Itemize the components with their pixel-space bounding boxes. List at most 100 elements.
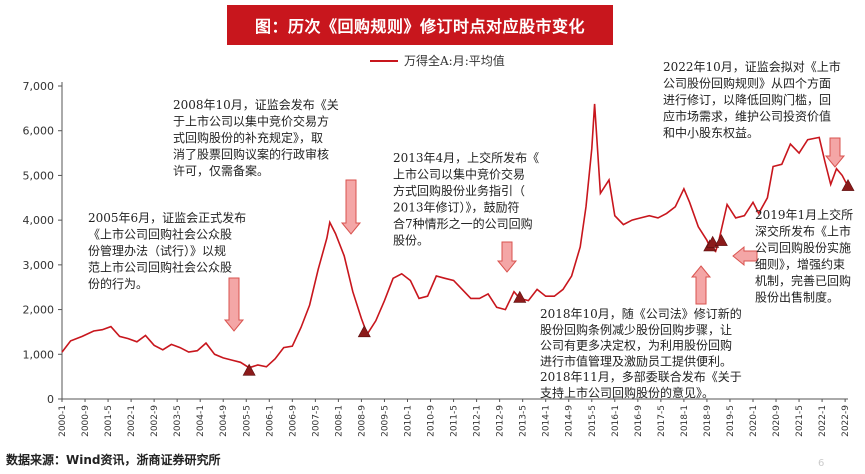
x-tick-label: 2014-1: [542, 405, 552, 437]
annotation-line: 上市公司以集中竞价交易: [393, 167, 525, 182]
x-tick-label: 2008-9: [357, 405, 367, 437]
annotation-a2022: 2022年10月，证监会拟对《上市公司股份回购规则》从四个方面进行修订，以降低回…: [663, 59, 841, 140]
arrow-2019: [732, 245, 758, 267]
arrow-2022: [824, 137, 846, 168]
y-tick-label: 3,000: [23, 259, 55, 272]
x-tick-label: 2016-9: [634, 405, 644, 437]
x-tick-label: 2015-5: [588, 405, 598, 437]
annotation-line: 2018年11月，多部委联合发布《关于: [540, 369, 742, 384]
annotation-line: 股份出售制度。: [755, 290, 839, 305]
annotations: 2008年10月，证监会发布《关于上市公司以集中竞价交易方式回购股份的补充规定》…: [88, 59, 853, 400]
x-tick-label: 2003-5: [173, 405, 183, 437]
annotation-line: 份管理办法（试行）》以规: [88, 243, 226, 258]
x-tick-label: 2019-5: [726, 405, 736, 437]
annotation-line: 《上市公司回购社会公众股: [88, 227, 232, 242]
y-tick-label: 6,000: [23, 125, 55, 138]
annotation-line: 股份。: [393, 234, 429, 248]
annotation-line: 公司股份回购规则》从四个方面: [663, 76, 831, 91]
x-tick-label: 2020-1: [749, 405, 759, 437]
y-tick-label: 7,000: [23, 80, 55, 93]
annotation-line: 2005年6月，证监会正式发布: [88, 210, 246, 225]
page-number: 6: [818, 458, 825, 469]
x-tick-label: 2002-9: [150, 405, 160, 437]
annotation-a2008: 2008年10月，证监会发布《关于上市公司以集中竞价交易方式回购股份的补充规定》…: [173, 97, 339, 178]
arrow-2018: [690, 265, 712, 305]
event-arrows: [223, 137, 846, 332]
x-tick-label: 2017-5: [657, 405, 667, 437]
annotation-line: 进行市值管理及激励员工提供便利。: [540, 353, 732, 368]
event-marker-2019-01: [714, 233, 728, 246]
x-tick-label: 2004-1: [196, 405, 206, 437]
x-tick-label: 2010-1: [403, 405, 413, 437]
annotation-a2018: 2018年10月，随《公司法》修订新的股份回购条例减少股份回购步骤，让公司有更多…: [540, 306, 742, 400]
event-marker-2013-04: [513, 290, 527, 303]
legend-line-swatch: [370, 59, 398, 62]
annotation-line: 式回购股份的补充规定》，取: [173, 130, 323, 145]
event-marker-2022-10: [841, 178, 855, 191]
y-axis: 0 1,000 2,000 3,000 4,000 5,000 6,000 7,000: [23, 80, 63, 406]
annotation-line: 2018年10月，随《公司法》修订新的: [540, 306, 742, 321]
annotation-a2005: 2005年6月，证监会正式发布《上市公司回购社会公众股份管理办法（试行）》以规范…: [88, 210, 246, 291]
annotation-line: 和中小股东权益。: [663, 125, 759, 140]
x-tick-label: 2018-9: [703, 405, 713, 437]
annotation-line: 合7种情形之一的公司回购: [393, 216, 533, 231]
x-tick-label: 2005-5: [242, 405, 252, 437]
y-tick-label: 2,000: [23, 304, 55, 317]
annotation-line: 范上市公司回购社会公众股: [88, 260, 232, 275]
event-marker-2005-06: [242, 363, 256, 376]
x-tick-label: 2018-1: [680, 405, 690, 437]
x-tick-label: 2022-9: [841, 405, 851, 437]
annotation-line: 方式回购股份业务指引（: [393, 183, 525, 198]
x-tick-label: 2010-9: [427, 405, 437, 437]
annotation-line: 2019年1月上交所: [755, 207, 853, 222]
arrow-2008: [340, 179, 362, 235]
annotation-a2019: 2019年1月上交所深交所发布《上市公司回购股份实施细则》，增强约束机制，完善已…: [755, 207, 853, 305]
y-tick-label: 1,000: [23, 348, 55, 361]
annotation-line: 许可，仅需备案。: [173, 163, 269, 178]
annotation-line: 股份回购条例减少股份回购步骤，让: [540, 322, 732, 337]
event-markers: [242, 178, 855, 376]
chart-title: 图：历次《回购规则》修订时点对应股市变化: [227, 5, 613, 45]
chart-legend: 万得全A:月:平均值: [370, 52, 505, 69]
x-tick-label: 2021-5: [795, 405, 805, 437]
x-tick-label: 2007-5: [311, 405, 321, 437]
annotation-a2013: 2013年4月，上交所发布《上市公司以集中竞价交易方式回购股份业务指引（ 2013…: [393, 150, 539, 248]
x-axis: 2000-1 2000-9 2001-5 2002-1 2002-9 2003-5 2004…: [58, 398, 851, 437]
x-tick-label: 2022-1: [818, 405, 828, 437]
x-tick-label: 2002-1: [127, 405, 137, 437]
data-source: 数据来源：Wind资讯，浙商证券研究所: [6, 453, 221, 467]
x-tick-label: 2000-1: [58, 405, 68, 437]
annotation-line: 应市场需求，维护公司投资价值: [663, 109, 831, 124]
annotation-line: 支持上市公司回购股份的意见》。: [540, 385, 714, 400]
series-line: [61, 103, 849, 369]
x-tick-label: 2014-9: [565, 405, 575, 437]
x-tick-label: 2006-9: [288, 405, 298, 437]
annotation-line: 2013年修订）》，鼓励符: [393, 200, 520, 215]
x-tick-label: 2004-9: [219, 405, 229, 437]
y-tick-label: 0: [47, 393, 54, 406]
annotation-line: 公司有更多决定权，为利用股份回购: [540, 338, 732, 353]
annotation-line: 2008年10月，证监会发布《关: [173, 97, 339, 112]
arrow-2005: [223, 277, 245, 332]
annotation-line: 2022年10月，证监会拟对《上市: [663, 59, 841, 74]
x-tick-label: 2008-1: [334, 405, 344, 437]
x-tick-label: 2013-5: [519, 405, 529, 437]
x-tick-label: 2000-9: [81, 405, 91, 437]
arrow-2013: [496, 241, 518, 273]
x-tick-label: 2016-1: [611, 405, 621, 437]
annotation-line: 深交所发布《上市: [755, 224, 851, 239]
annotation-line: 消了股票回购议案的行政审核: [173, 147, 329, 162]
x-tick-label: 2001-5: [104, 405, 114, 437]
legend-label: 万得全A:月:平均值: [404, 54, 505, 68]
x-tick-label: 2012-9: [496, 405, 506, 437]
y-tick-label: 4,000: [23, 214, 55, 227]
annotation-line: 2013年4月，上交所发布《: [393, 150, 539, 165]
annotation-line: 公司回购股份实施: [755, 240, 851, 255]
x-tick-label: 2006-1: [265, 405, 275, 437]
annotation-line: 份的行为。: [88, 276, 148, 291]
x-tick-label: 2011-5: [450, 405, 460, 437]
x-tick-label: 2009-5: [380, 405, 390, 437]
x-tick-label: 2012-1: [473, 405, 483, 437]
annotation-line: 于上市公司以集中竞价交易方: [173, 114, 329, 129]
